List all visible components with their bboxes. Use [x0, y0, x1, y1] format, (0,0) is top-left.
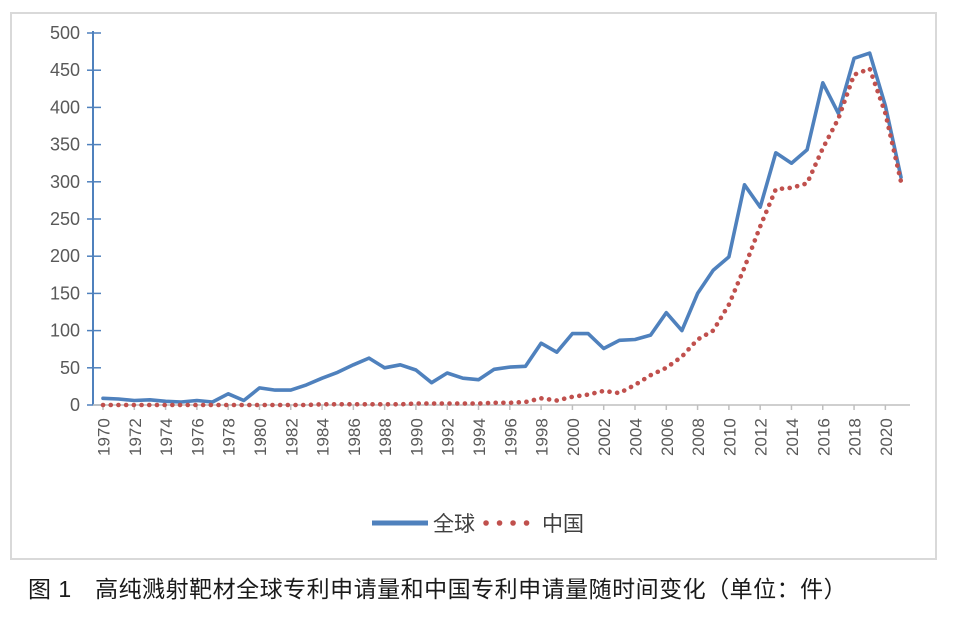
x-axis-tick-label: 1974 [157, 418, 176, 456]
x-axis-tick-label: 2020 [877, 418, 896, 456]
x-axis-tick-label: 1980 [251, 418, 270, 456]
y-axis-tick-label: 150 [50, 283, 80, 303]
x-axis-tick-label: 2018 [846, 418, 865, 456]
x-axis-tick-label: 1978 [220, 418, 239, 456]
y-axis-tick-label: 400 [50, 97, 80, 117]
y-axis-tick-label: 0 [70, 395, 80, 415]
series-line-china [100, 65, 904, 408]
x-axis-tick-label: 2008 [689, 418, 708, 456]
legend-china-label: 中国 [542, 513, 584, 536]
x-axis-tick-label: 1982 [282, 418, 301, 456]
x-axis-tick-label: 1970 [95, 418, 114, 456]
x-axis-tick-label: 1988 [376, 418, 395, 456]
chart-legend: 全球 中国 [372, 513, 584, 536]
series-line-global [101, 51, 903, 404]
y-axis-tick-label: 500 [50, 23, 80, 43]
y-axis-tick-label: 100 [50, 321, 80, 341]
y-axis-tick-label: 200 [50, 246, 80, 266]
x-axis-tick-label: 1994 [470, 418, 489, 456]
chart-frame [10, 12, 937, 560]
plot-area: 0 50 100 150 200 250 300 350 400 450 500 1970 1972 19… [50, 23, 910, 456]
y-axis-tick-label: 50 [60, 358, 80, 378]
x-axis-tick-label: 1996 [501, 418, 520, 456]
x-axis-tick-label: 1990 [407, 418, 426, 456]
y-axis-tick-label: 350 [50, 135, 80, 155]
x-axis-tick-label: 1992 [439, 418, 458, 456]
x-axis-tick-label: 1972 [126, 418, 145, 456]
x-axis-tick-label: 2014 [783, 418, 802, 456]
y-axis-tick-label: 300 [50, 172, 80, 192]
x-axis-tick-label: 2010 [720, 418, 739, 456]
x-axis-tick-label: 2004 [627, 418, 646, 456]
x-axis-tick-label: 1984 [314, 418, 333, 456]
x-axis-tick-label: 1976 [188, 418, 207, 456]
legend-global-label: 全球 [433, 513, 475, 536]
x-axis-tick-label: 2012 [752, 418, 771, 456]
x-axis-tick-label: 1986 [345, 418, 364, 456]
x-axis-tick-label: 2006 [658, 418, 677, 456]
x-axis-tick-label: 2000 [564, 418, 583, 456]
y-axis-tick-label: 450 [50, 60, 80, 80]
x-axis-tick-label: 2016 [814, 418, 833, 456]
y-axis-tick-label: 250 [50, 209, 80, 229]
x-axis-tick-label: 1998 [533, 418, 552, 456]
figure-caption: 图 1 高纯溅射靶材全球专利申请量和中国专利申请量随时间变化（单位：件） [28, 576, 848, 602]
x-axis-tick-label: 2002 [595, 418, 614, 456]
